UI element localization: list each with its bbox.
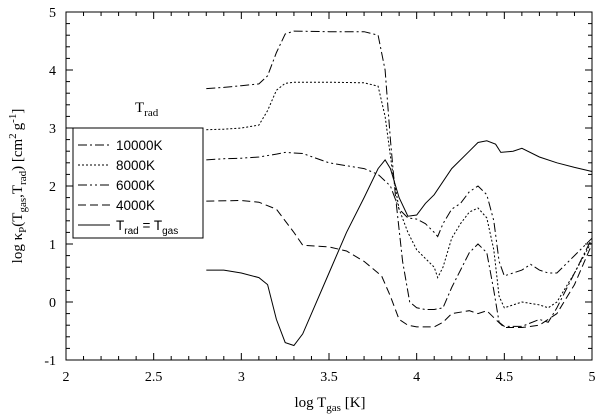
y-tick-labels: -1 0 1 2 3 4 5 <box>44 6 56 369</box>
y-tick-label: 4 <box>49 64 56 79</box>
legend-label: Trad = Tgas <box>116 218 178 237</box>
legend-label: 8000K <box>116 158 155 173</box>
x-tick-labels: 2 2.5 3 3.5 4 4.5 5 <box>63 370 596 385</box>
x-axis-label: log Tgas [K] <box>294 395 365 414</box>
series-line-trad-tgas <box>206 140 593 347</box>
y-axis-label: log κP(Tgas,Trad) [cm2g-1] <box>7 109 29 264</box>
x-tick-label: 5 <box>589 370 596 385</box>
series-lines <box>206 30 593 347</box>
legend-title: Trad <box>135 100 159 119</box>
x-tick-label: 4 <box>413 370 420 385</box>
series-line-6000k <box>206 151 593 277</box>
y-tick-label: 3 <box>49 122 56 137</box>
x-tick-label: 2 <box>63 370 70 385</box>
x-tick-label: 3.5 <box>320 370 338 385</box>
y-tick-label: 5 <box>49 6 56 21</box>
legend-label: 10000K <box>116 138 163 153</box>
y-tick-label: 1 <box>49 238 56 253</box>
x-tick-label: 4.5 <box>496 370 514 385</box>
series-line-4000k <box>206 199 593 328</box>
tick-marks <box>65 11 593 361</box>
series-line-8000k <box>206 81 593 309</box>
legend: Trad 10000K 8000K 6000K 4000K Trad = Tgas <box>72 100 204 239</box>
legend-label: 6000K <box>116 178 155 193</box>
legend-box <box>72 127 204 239</box>
x-tick-label: 3 <box>238 370 245 385</box>
legend-entries: 10000K 8000K 6000K 4000K Trad = Tgas <box>78 138 178 237</box>
y-tick-label: 2 <box>49 180 56 195</box>
series-line-10000k <box>206 30 593 327</box>
y-tick-label: -1 <box>44 354 56 369</box>
y-tick-label: 0 <box>49 296 56 311</box>
legend-label: 4000K <box>116 198 155 213</box>
x-tick-label: 2.5 <box>145 370 163 385</box>
